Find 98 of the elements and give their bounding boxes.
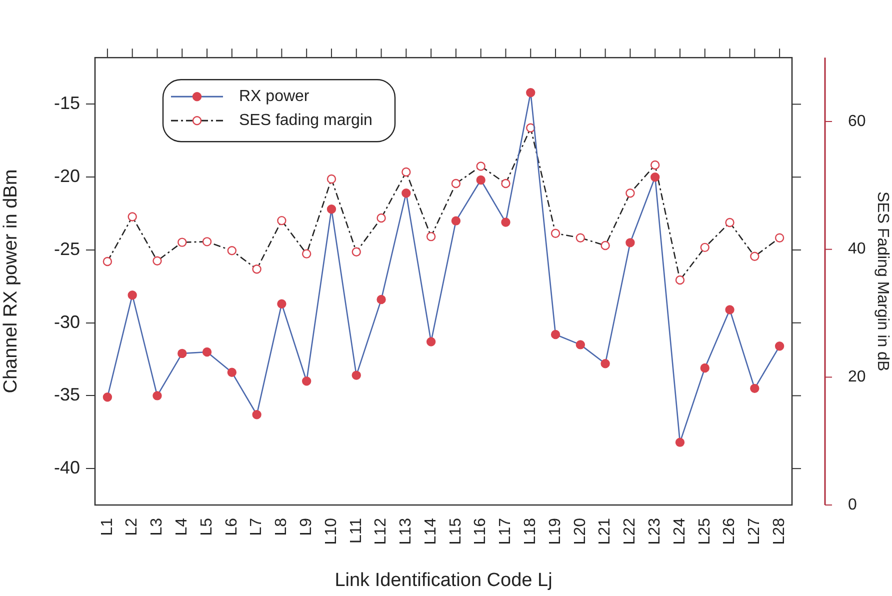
x-tick-label: L26: [721, 518, 738, 545]
point: [352, 247, 361, 256]
x-tick-label: L25: [696, 518, 714, 545]
y-tick-label: -40: [54, 458, 80, 478]
x-tick-label: L15: [447, 518, 464, 545]
point: [227, 368, 237, 377]
point: [750, 252, 760, 261]
y-tick-label: -25: [54, 238, 80, 259]
x-tick-label: L1: [98, 518, 116, 536]
x-tick-label: L16: [472, 518, 490, 545]
x-tick-label: L12: [372, 518, 390, 545]
point: [426, 232, 436, 242]
x-tick-label: L14: [422, 518, 440, 545]
y-tick-label: -35: [54, 384, 80, 405]
point: [178, 348, 187, 358]
point: [102, 256, 112, 266]
point: [402, 167, 411, 177]
point: [426, 337, 436, 346]
x-tick-label: L9: [298, 518, 315, 536]
point: [774, 342, 784, 351]
x-tick-label: L3: [148, 518, 166, 536]
point: [550, 228, 560, 238]
point: [277, 216, 286, 226]
x-tick-label: L4: [174, 518, 191, 536]
point: [277, 299, 286, 308]
point: [700, 242, 710, 252]
point: [128, 212, 137, 222]
point: [576, 340, 586, 350]
x-tick-label: L5: [198, 518, 216, 536]
point: [725, 305, 734, 314]
x-tick-label: L10: [322, 518, 340, 545]
point: [152, 256, 162, 266]
x-axis-title: Link Identification Code Lj: [334, 570, 552, 591]
y2-tick-label: 60: [848, 112, 866, 130]
x-tick-label: L23: [646, 518, 664, 545]
x-tick-label: L27: [746, 518, 764, 545]
y2-tick-label: 20: [848, 368, 866, 386]
point: [576, 233, 586, 242]
point: [178, 238, 187, 247]
y2-tick-label: 0: [848, 496, 857, 514]
point: [252, 410, 262, 420]
x-tick-label: L8: [273, 518, 290, 536]
point: [376, 213, 386, 223]
point: [501, 218, 510, 227]
point: [600, 240, 610, 250]
point: [152, 391, 162, 400]
y-tick-label: -30: [54, 312, 80, 332]
point: [102, 392, 112, 402]
x-tick-label: L7: [248, 518, 266, 536]
point: [451, 178, 461, 188]
point: [451, 216, 461, 226]
point: [476, 175, 486, 185]
point: [750, 384, 760, 394]
point: [227, 246, 237, 256]
legend-label: SES fading margin: [239, 112, 372, 130]
point: [476, 162, 486, 171]
x-tick-label: L18: [522, 518, 540, 545]
y2-tick-label: 40: [848, 240, 866, 258]
x-tick-label: L24: [671, 518, 688, 545]
x-tick-label: L28: [770, 518, 788, 545]
point: [725, 218, 734, 228]
point: [600, 359, 610, 368]
x-tick-label: L22: [622, 518, 639, 545]
x-tick-label: L17: [497, 518, 514, 545]
point: [650, 172, 660, 182]
x-tick-label: L21: [596, 518, 614, 545]
point: [128, 290, 137, 300]
x-tick-label: L13: [398, 518, 415, 545]
point: [526, 88, 536, 98]
x-tick-label: L11: [348, 518, 365, 544]
point: [202, 237, 212, 246]
x-tick-label: L20: [572, 518, 589, 545]
x-tick-label: L6: [223, 518, 240, 536]
point: [202, 347, 212, 357]
point: [326, 204, 336, 214]
point: [376, 294, 386, 304]
point: [675, 275, 685, 285]
point: [675, 438, 685, 447]
point: [501, 178, 510, 188]
point: [302, 249, 312, 258]
point: [626, 188, 635, 198]
point: [302, 376, 312, 386]
y-tick-label: -20: [54, 166, 80, 186]
y2-axis-title: SES Fading Margin in dB: [874, 191, 891, 372]
point: [774, 233, 784, 242]
point: [550, 330, 560, 340]
point: [402, 188, 411, 198]
x-tick-label: L19: [546, 518, 564, 545]
legend-label: RX power: [239, 88, 310, 106]
point: [326, 174, 336, 184]
point: [352, 370, 361, 380]
y-axis-title: Channel RX power in dBm: [0, 169, 22, 394]
point: [626, 238, 635, 248]
point: [252, 264, 262, 274]
point: [700, 363, 710, 373]
x-tick-label: L2: [124, 518, 141, 536]
point: [650, 160, 660, 170]
y-tick-label: -15: [54, 93, 80, 114]
